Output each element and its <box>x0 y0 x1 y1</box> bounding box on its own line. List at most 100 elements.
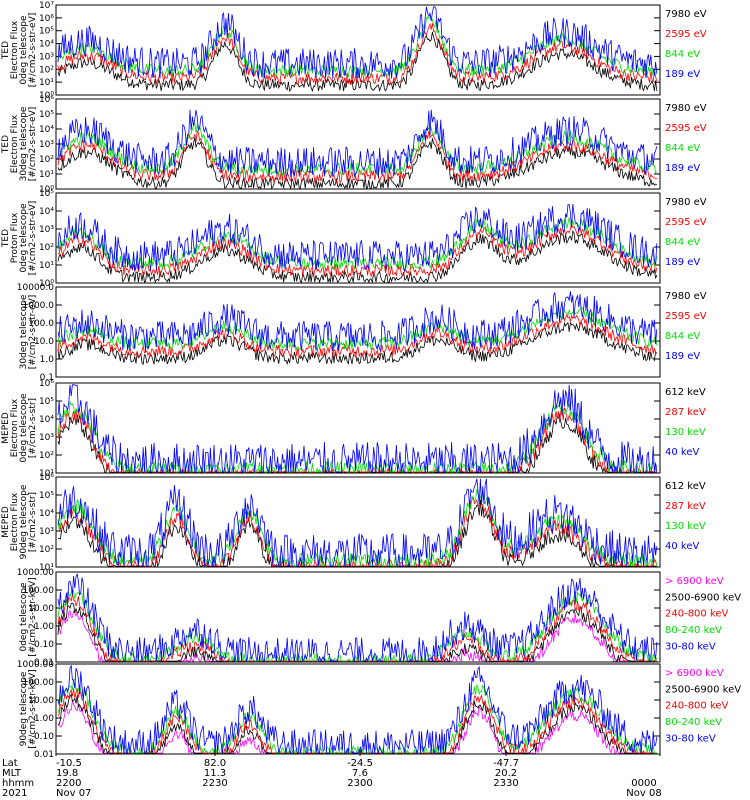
legend-entry: 80-240 keV <box>665 625 722 636</box>
y-tick-label: 10⁴ <box>39 207 54 217</box>
x-tick-label: 2230 <box>202 778 227 789</box>
x-tick-label: Nov 08 <box>626 788 661 799</box>
y-tick-label: 1000.00 <box>17 660 54 670</box>
y-axis-label-line: Electron Flux <box>10 398 20 457</box>
y-tick-label: 10² <box>39 65 54 75</box>
x-tick-label: 20.2 <box>495 768 517 779</box>
legend-entry: 844 eV <box>665 143 700 154</box>
legend-entry: 240-800 keV <box>665 609 729 620</box>
x-tick-label: 0000 <box>631 778 656 789</box>
x-tick-label: 2300 <box>347 778 372 789</box>
y-tick-label: 1.0 <box>40 355 55 365</box>
y-tick-label: 10¹ <box>39 469 54 479</box>
y-tick-label: 10⁴ <box>39 40 54 50</box>
y-tick-label: 10¹ <box>39 78 54 88</box>
y-tick-label: 10⁴ <box>39 125 54 135</box>
y-axis-label-line: [#/cm2-s-str-keV] <box>28 577 38 656</box>
y-tick-label: 10⁴ <box>39 415 54 425</box>
y-tick-label: 10² <box>39 155 54 165</box>
legend-entry: 612 keV <box>665 387 706 398</box>
panel-frame <box>55 382 661 474</box>
y-axis-label-line: TED <box>1 41 11 60</box>
y-tick-label: 10⁰ <box>39 185 54 195</box>
x-tick-label: 19.8 <box>56 768 78 779</box>
y-tick-label: 10³ <box>39 527 54 537</box>
x-tick-label: -47.7 <box>493 758 519 769</box>
series-trace <box>57 6 658 79</box>
y-axis-label-line: MEPED <box>1 412 11 444</box>
y-tick-label: 100.0 <box>28 319 54 329</box>
y-axis-label-line: 0deg telescope <box>19 582 29 652</box>
y-axis-label-line: Electron Flux <box>10 20 20 79</box>
y-tick-label: 10⁶ <box>39 95 54 105</box>
series-trace <box>57 678 657 755</box>
legend-entry: 2595 eV <box>665 311 707 322</box>
y-tick-label: 100.00 <box>23 586 55 596</box>
legend-entry: 287 keV <box>665 501 706 512</box>
y-tick-label: 100.00 <box>23 678 55 688</box>
bottom-row-label: MLT <box>2 768 22 779</box>
y-axis-label-line: 30deg telescope <box>19 294 29 369</box>
x-tick-label: 82.0 <box>204 758 226 769</box>
legend-entry: 189 eV <box>665 257 700 268</box>
y-axis-label-line: 30deg telescope <box>19 106 29 181</box>
x-tick-label: Nov 07 <box>56 788 91 799</box>
series-trace <box>57 572 658 663</box>
panel-frame <box>55 192 661 284</box>
panel-6: 10¹ 10² 10³ 10⁴ 10⁵ 10⁶ MEPED Electron Flux 90de… <box>1 473 706 573</box>
y-tick-label: 0.1 <box>40 373 54 383</box>
legend-entry: 844 eV <box>665 49 700 60</box>
series-trace <box>57 413 657 474</box>
series-trace <box>57 401 658 474</box>
panel-1: 10⁰ 10¹ 10² 10³ 10⁴ 10⁵ 10⁶ 10⁷ TED Electron Flux… <box>1 1 707 101</box>
series-trace <box>57 489 658 568</box>
y-axis-label-line: Electron Flux <box>10 492 20 551</box>
y-axis-label-line: [#/cm2-s-str-eV] <box>28 201 38 276</box>
y-tick-label: 10¹ <box>39 261 54 271</box>
y-tick-label: 10¹ <box>39 563 54 573</box>
y-tick-label: 10⁵ <box>39 491 54 501</box>
legend-entry: 130 keV <box>665 427 706 438</box>
panel-2: 10⁰ 10¹ 10² 10³ 10⁴ 10⁵ 10⁶ TED Electron Flux 30d… <box>1 95 707 195</box>
panel-frame <box>55 663 661 755</box>
legend-entry: 2500-6900 keV <box>665 684 741 695</box>
series-trace <box>57 122 658 177</box>
y-tick-label: 10¹ <box>39 170 54 180</box>
legend-entry: 40 keV <box>665 447 699 458</box>
y-axis-label-line: 0deg telescope <box>19 393 29 463</box>
legend-entry: 2595 eV <box>665 123 707 134</box>
legend-entry: 189 eV <box>665 351 700 362</box>
y-tick-label: 0.01 <box>34 658 54 668</box>
legend-entry: 30-80 keV <box>665 641 716 652</box>
series-trace <box>57 129 657 184</box>
y-tick-label: 10⁶ <box>39 14 54 24</box>
legend-entry: 240-800 keV <box>665 701 729 712</box>
y-tick-label: 10² <box>39 545 54 555</box>
legend-entry: > 6900 keV <box>665 668 724 679</box>
panel-frame <box>55 571 661 663</box>
y-tick-label: 1.00 <box>34 622 54 632</box>
panel-frame <box>55 286 661 378</box>
series-trace <box>57 321 658 366</box>
x-tick-label: -24.5 <box>347 758 373 769</box>
y-tick-label: 0.10 <box>34 732 54 742</box>
y-axis-label-line: [#/cm2-s-str-eV] <box>28 295 38 370</box>
y-tick-label: 10³ <box>39 433 54 443</box>
legend-entry: 612 keV <box>665 481 706 492</box>
series-trace <box>57 109 658 178</box>
y-axis-label-line: Proton Flux <box>10 212 20 263</box>
y-tick-label: 10³ <box>39 140 54 150</box>
series-trace <box>57 593 657 663</box>
legend-entry: 2500-6900 keV <box>665 592 741 603</box>
y-axis-label-line: Electron Flux <box>10 114 20 173</box>
x-tick-label: 2330 <box>493 778 518 789</box>
y-tick-label: 10⁷ <box>39 1 54 11</box>
legend-entry: 40 keV <box>665 541 699 552</box>
y-axis-label-line: TED <box>1 135 11 154</box>
y-tick-label: 10⁵ <box>39 27 54 37</box>
series-trace <box>57 384 658 474</box>
y-tick-label: 0.01 <box>34 750 54 760</box>
panel-7: 0.01 0.10 1.00 10.00 100.00 1000.00 0deg teles… <box>17 568 741 668</box>
series-trace <box>57 312 657 358</box>
